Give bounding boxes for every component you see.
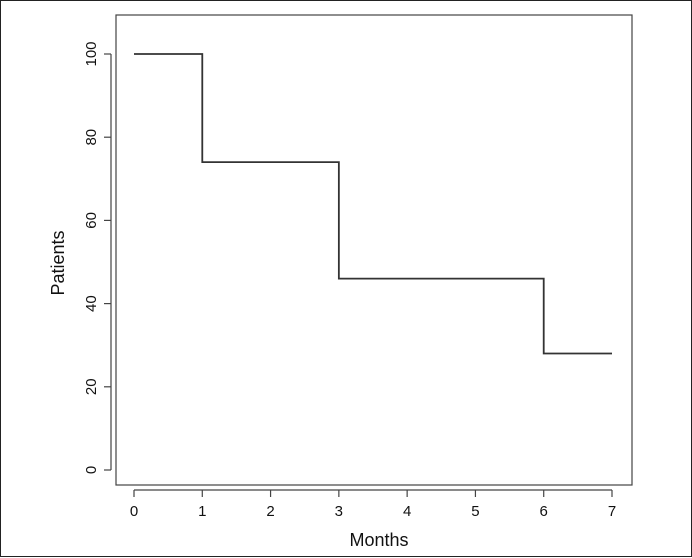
plot-frame xyxy=(115,14,633,486)
x-tick-label: 4 xyxy=(403,503,411,520)
x-axis-label: Months xyxy=(349,530,408,550)
x-tick-label: 0 xyxy=(130,503,138,520)
x-tick-label: 5 xyxy=(471,503,479,520)
x-tick-label: 1 xyxy=(198,503,206,520)
series-step-line xyxy=(134,53,612,355)
y-tick-label: 100 xyxy=(83,41,100,66)
y-axis-label: Patients xyxy=(48,230,68,295)
x-axis-ticks: 0 1 2 3 4 5 6 7 xyxy=(130,490,616,520)
y-axis-ticks: 0 20 40 60 80 100 xyxy=(83,41,111,474)
y-tick-label: 60 xyxy=(83,212,100,229)
y-tick-label: 0 xyxy=(83,466,100,474)
y-tick-label: 20 xyxy=(83,378,100,395)
x-tick-label: 2 xyxy=(266,503,274,520)
x-tick-label: 7 xyxy=(608,503,616,520)
y-tick-label: 80 xyxy=(83,129,100,146)
y-tick-label: 40 xyxy=(83,295,100,312)
x-tick-label: 6 xyxy=(540,503,548,520)
x-tick-label: 3 xyxy=(335,503,343,520)
